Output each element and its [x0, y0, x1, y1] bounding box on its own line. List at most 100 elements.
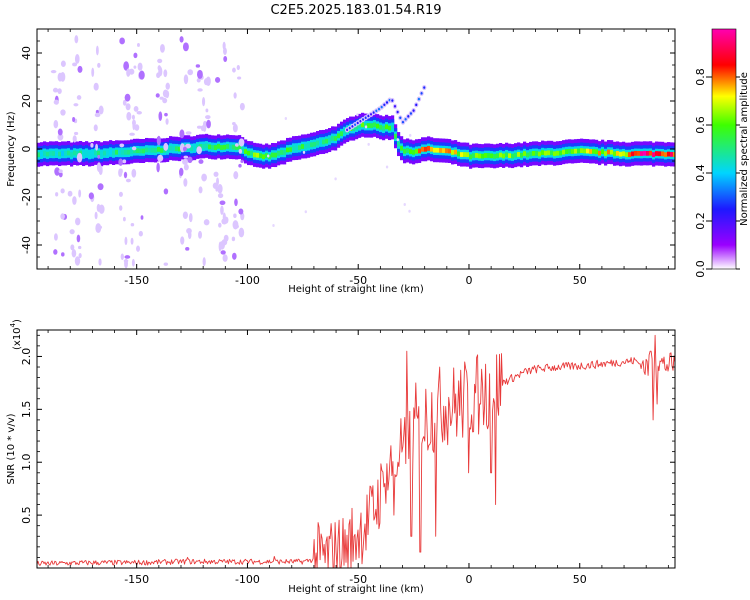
heatmap-speckle	[124, 93, 131, 102]
heatmap-cell	[259, 153, 263, 159]
y-tick-label: 1.5	[20, 401, 33, 419]
heatmap-speckle	[234, 198, 238, 207]
heatmap-cell	[58, 151, 62, 157]
heatmap-speckle	[53, 249, 58, 255]
heatmap-speckle	[385, 165, 389, 169]
heatmap-speckle	[138, 230, 143, 237]
heatmap-speckle	[58, 169, 63, 174]
heatmap-cell	[490, 153, 494, 159]
heatmap-speckle	[57, 128, 63, 136]
heatmap-cell	[412, 149, 416, 155]
heatmap-speckle	[236, 65, 240, 71]
heatmap-cell	[352, 126, 356, 131]
heatmap-cell	[112, 150, 116, 156]
heatmap-cell	[406, 148, 410, 153]
heatmap-cell	[472, 153, 476, 159]
heatmap-speckle	[197, 88, 203, 92]
heatmap-speckle	[133, 52, 138, 59]
heatmap-speckle	[222, 254, 228, 262]
heatmap-speckle	[67, 190, 73, 197]
heatmap-cell	[55, 150, 59, 156]
heatmap-speckle	[123, 61, 130, 71]
x-tick-label: -100	[235, 274, 260, 287]
heatmap-cell	[334, 136, 338, 141]
heatmap-branch-cell	[369, 112, 373, 116]
heatmap-cell	[139, 148, 143, 154]
heatmap-speckle	[69, 229, 75, 235]
heatmap-speckle	[220, 250, 226, 255]
heatmap-cell	[598, 150, 602, 156]
heatmap-cell	[88, 152, 92, 157]
heatmap-cell	[244, 149, 248, 154]
heatmap-speckle	[53, 99, 59, 105]
heatmap-speckle	[119, 37, 125, 45]
heatmap-cell	[217, 143, 221, 149]
heatmap-cell	[358, 123, 362, 129]
heatmap-cell	[496, 153, 500, 159]
heatmap-speckle	[408, 209, 411, 213]
heatmap-speckle	[163, 188, 169, 195]
heatmap-speckle	[182, 211, 188, 220]
heatmap-cell	[574, 148, 578, 154]
heatmap-cell	[601, 149, 605, 155]
heatmap-speckle	[122, 216, 126, 222]
heatmap-cell	[208, 144, 212, 150]
heatmap-speckle	[238, 148, 243, 154]
heatmap-branch-cell	[423, 86, 426, 89]
heatmap-cell	[400, 145, 404, 151]
heatmap-speckle	[126, 111, 132, 121]
heatmap-cell	[493, 153, 497, 159]
colorbar-tick-label: 0.8	[694, 68, 707, 86]
heatmap-cell	[550, 150, 554, 156]
heatmap-speckle	[185, 246, 190, 251]
heatmap-branch-cell	[399, 116, 402, 120]
heatmap-speckle	[60, 109, 66, 116]
heatmap-speckle	[304, 210, 307, 214]
heatmap-cell	[283, 150, 287, 155]
heatmap-speckle	[76, 234, 81, 243]
heatmap-speckle	[75, 217, 81, 226]
heatmap-speckle	[119, 205, 123, 211]
heatmap-cell	[340, 131, 344, 137]
heatmap-speckle	[157, 154, 164, 162]
heatmap-cell	[133, 148, 137, 154]
snr-line	[37, 334, 675, 568]
heatmap-speckle	[137, 42, 140, 47]
heatmap-cell	[316, 140, 320, 146]
heatmap-speckle	[233, 213, 237, 218]
heatmap-speckle	[97, 62, 101, 68]
colorbar-tick-label: 0.6	[694, 116, 707, 134]
heatmap-cell	[505, 152, 509, 158]
heatmap-cell	[97, 150, 101, 156]
heatmap-speckle	[140, 215, 144, 220]
heatmap-cell	[265, 153, 269, 158]
heatmap-speckle	[182, 42, 189, 52]
figure-title: C2E5.2025.183.01.54.R19	[270, 3, 441, 18]
heatmap-cell	[631, 151, 635, 157]
snr-series	[37, 334, 675, 568]
heatmap-cell	[520, 152, 524, 158]
heatmap-speckle	[98, 204, 105, 214]
heatmap-cell	[43, 150, 47, 156]
heatmap-cell	[325, 138, 329, 144]
heatmap-speckle	[240, 159, 244, 163]
heatmap-cell	[376, 123, 380, 129]
heatmap-speckle	[78, 189, 82, 198]
heatmap-cell	[322, 139, 326, 145]
heatmap-cell	[373, 122, 377, 128]
snr-panel: -150 -100 -50 0 50 0.5 1.0 1.5 2.0 Height of st…	[6, 319, 676, 595]
heatmap-speckle	[58, 171, 63, 178]
heatmap-cell	[286, 147, 290, 153]
heatmap-cell	[451, 150, 455, 155]
heatmap-cell	[526, 152, 530, 158]
heatmap-cell	[547, 150, 551, 156]
heatmap-speckle	[232, 122, 236, 126]
heatmap-cell	[367, 123, 371, 128]
x-tick-label: 0	[465, 573, 472, 586]
heatmap-speckle	[52, 87, 59, 93]
heatmap-speckle	[77, 65, 83, 73]
heatmap-cell	[121, 150, 125, 155]
heatmap-branch-cell	[367, 114, 370, 118]
colorbar-gradient	[712, 29, 736, 269]
heatmap-speckle	[125, 103, 131, 111]
